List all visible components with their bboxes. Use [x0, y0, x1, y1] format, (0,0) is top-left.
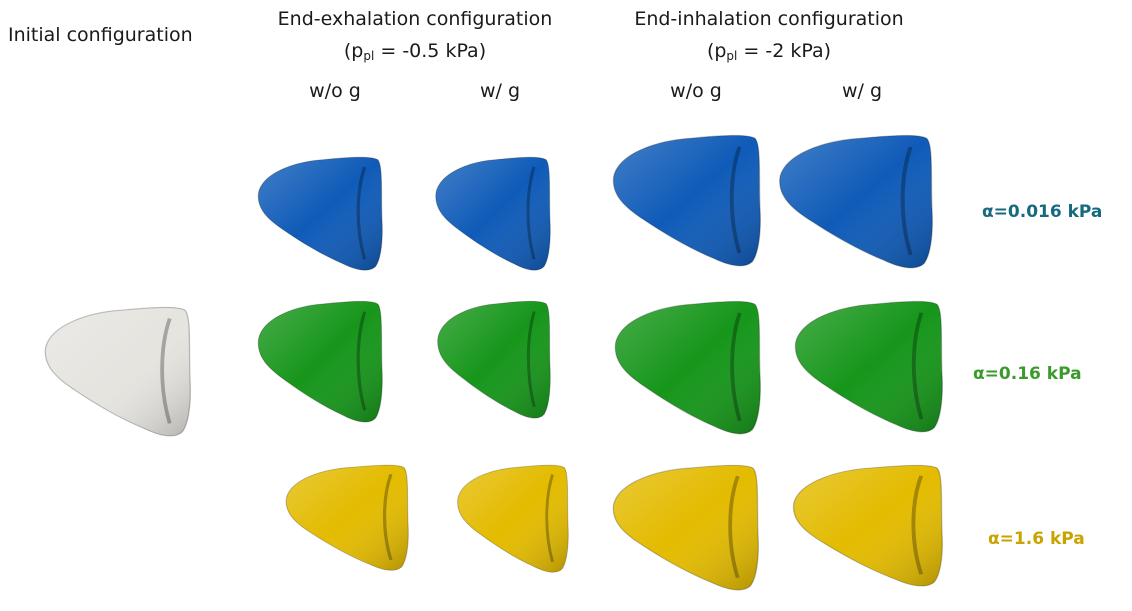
lobe-row-3-inh-wo-g — [612, 464, 759, 591]
exhalation-wo-g-header: w/o g — [309, 80, 361, 102]
lobe-row-2-exh-w-g — [437, 300, 551, 419]
exhalation-pressure: (ppl = -0.5 kPa) — [343, 40, 487, 63]
lobe-row-1-inh-wo-g — [612, 134, 761, 267]
lobe-row-2-inh-w-g — [794, 300, 943, 433]
alpha-label-row-1: α=0.016 kPa — [982, 202, 1103, 222]
lobe-row-3-inh-w-g — [792, 464, 943, 587]
lobe-row-2-exh-wo-g — [257, 300, 383, 423]
alpha-label-row-2: α=0.16 kPa — [973, 364, 1082, 384]
end-inhalation-header: End-inhalation configuration — [634, 8, 904, 30]
lobe-row-3-exh-w-g — [457, 464, 569, 573]
lobe-initial — [44, 306, 191, 437]
lobe-row-1-exh-wo-g — [257, 156, 383, 271]
inhalation-pressure: (ppl = -2 kPa) — [706, 40, 832, 63]
alpha-label-row-3: α=1.6 kPa — [988, 529, 1085, 549]
initial-configuration-header: Initial configuration — [8, 24, 193, 46]
exhalation-w-g-header: w/ g — [479, 80, 521, 102]
lobe-row-3-exh-wo-g — [285, 464, 409, 571]
inhalation-wo-g-header: w/o g — [670, 80, 722, 102]
inhalation-w-g-header: w/ g — [841, 80, 883, 102]
end-exhalation-header: End-exhalation configuration — [277, 8, 553, 30]
lobe-row-1-inh-w-g — [779, 134, 933, 269]
lobe-row-2-inh-wo-g — [614, 300, 761, 435]
lobe-row-1-exh-w-g — [435, 156, 551, 271]
